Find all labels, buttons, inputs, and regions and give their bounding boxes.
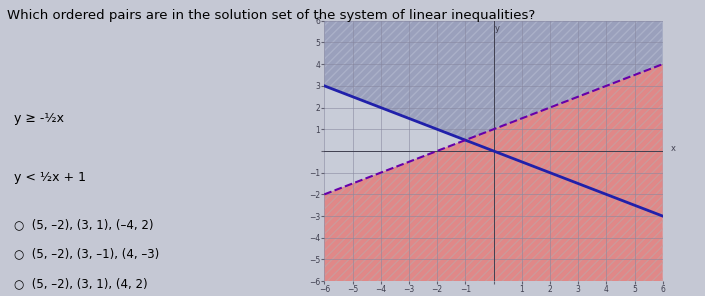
Text: y < ½x + 1: y < ½x + 1 bbox=[14, 171, 86, 184]
Text: y ≥ -½x: y ≥ -½x bbox=[14, 112, 64, 125]
Text: y: y bbox=[495, 24, 501, 33]
Text: x: x bbox=[671, 144, 676, 153]
Text: Which ordered pairs are in the solution set of the system of linear inequalities: Which ordered pairs are in the solution … bbox=[7, 9, 535, 22]
Text: ○  (5, –2), (3, 1), (4, 2): ○ (5, –2), (3, 1), (4, 2) bbox=[14, 277, 148, 290]
Text: ○  (5, –2), (3, 1), (–4, 2): ○ (5, –2), (3, 1), (–4, 2) bbox=[14, 218, 154, 231]
Text: ○  (5, –2), (3, –1), (4, –3): ○ (5, –2), (3, –1), (4, –3) bbox=[14, 247, 159, 260]
